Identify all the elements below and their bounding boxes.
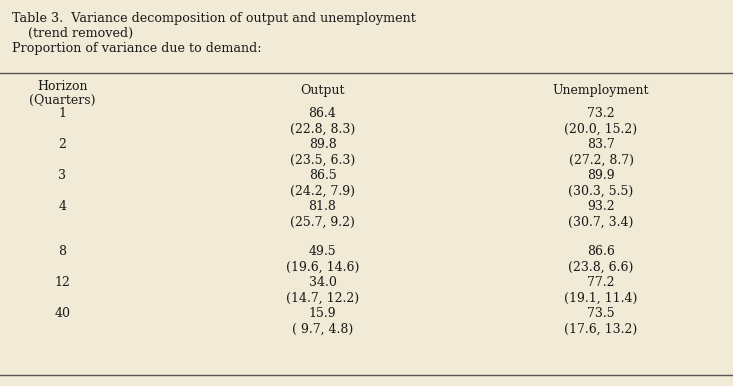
Text: ( 9.7, 4.8): ( 9.7, 4.8): [292, 322, 353, 335]
Text: Horizon: Horizon: [37, 80, 87, 93]
Text: (30.3, 5.5): (30.3, 5.5): [568, 185, 634, 198]
Text: Unemployment: Unemployment: [553, 84, 649, 97]
Text: Table 3.  Variance decomposition of output and unemployment: Table 3. Variance decomposition of outpu…: [12, 12, 416, 25]
Text: 15.9: 15.9: [309, 307, 336, 320]
Text: 4: 4: [59, 200, 66, 213]
Text: 81.8: 81.8: [309, 200, 336, 213]
Text: (23.8, 6.6): (23.8, 6.6): [568, 261, 634, 274]
Text: 12: 12: [54, 276, 70, 289]
Text: (24.2, 7.9): (24.2, 7.9): [290, 185, 355, 198]
Text: 83.7: 83.7: [587, 138, 615, 151]
Text: (17.6, 13.2): (17.6, 13.2): [564, 322, 638, 335]
Text: 89.9: 89.9: [587, 169, 615, 182]
Text: 49.5: 49.5: [309, 245, 336, 258]
Text: 86.5: 86.5: [309, 169, 336, 182]
Text: 77.2: 77.2: [587, 276, 615, 289]
Text: (trend removed): (trend removed): [12, 27, 133, 40]
Text: 73.2: 73.2: [587, 107, 615, 120]
Text: 1: 1: [59, 107, 66, 120]
Text: (Quarters): (Quarters): [29, 94, 95, 107]
Text: (23.5, 6.3): (23.5, 6.3): [290, 154, 356, 166]
Text: (19.1, 11.4): (19.1, 11.4): [564, 291, 638, 305]
Text: (14.7, 12.2): (14.7, 12.2): [286, 291, 359, 305]
Text: (19.6, 14.6): (19.6, 14.6): [286, 261, 359, 274]
Text: 8: 8: [59, 245, 66, 258]
Text: 34.0: 34.0: [309, 276, 336, 289]
Text: 89.8: 89.8: [309, 138, 336, 151]
Text: (25.7, 9.2): (25.7, 9.2): [290, 215, 355, 229]
Text: Proportion of variance due to demand:: Proportion of variance due to demand:: [12, 42, 262, 55]
Text: Output: Output: [301, 84, 345, 97]
Text: 73.5: 73.5: [587, 307, 615, 320]
Text: (30.7, 3.4): (30.7, 3.4): [568, 215, 634, 229]
Text: 2: 2: [59, 138, 66, 151]
Text: 40: 40: [54, 307, 70, 320]
Text: 93.2: 93.2: [587, 200, 615, 213]
Text: (27.2, 8.7): (27.2, 8.7): [569, 154, 633, 166]
Text: 3: 3: [59, 169, 66, 182]
Text: (22.8, 8.3): (22.8, 8.3): [290, 122, 356, 135]
Text: 86.6: 86.6: [587, 245, 615, 258]
Text: (20.0, 15.2): (20.0, 15.2): [564, 122, 638, 135]
Text: 86.4: 86.4: [309, 107, 336, 120]
